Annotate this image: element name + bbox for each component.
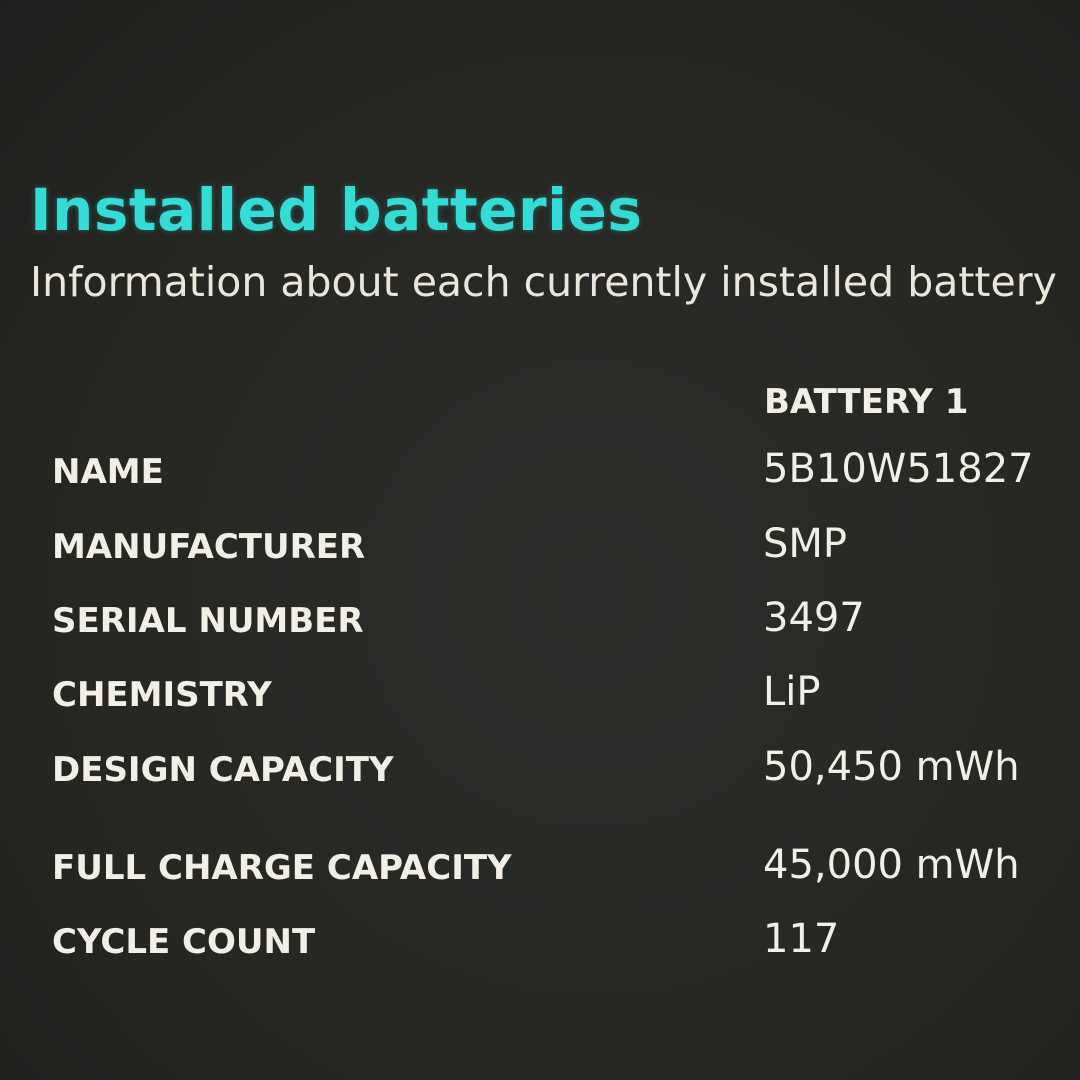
table-row-name: NAME 5B10W51827 (52, 446, 1052, 496)
row-value: SMP (763, 521, 848, 567)
table-row-design-capacity: DESIGN CAPACITY 50,450 mWh (52, 744, 1052, 794)
section-title: Installed batteries (30, 176, 643, 244)
table-row-full-charge-capacity: FULL CHARGE CAPACITY 45,000 mWh (52, 842, 1052, 892)
row-label: SERIAL NUMBER (52, 601, 364, 641)
row-value: 117 (763, 916, 840, 962)
row-label: FULL CHARGE CAPACITY (52, 848, 512, 888)
row-label: MANUFACTURER (52, 527, 366, 567)
table-row-chemistry: CHEMISTRY LiP (52, 669, 1052, 719)
row-value: 45,000 mWh (763, 842, 1020, 888)
row-label: CYCLE COUNT (52, 922, 316, 962)
row-value: 50,450 mWh (763, 744, 1020, 790)
row-label: CHEMISTRY (52, 675, 272, 715)
row-value: 5B10W51827 (763, 446, 1034, 492)
table-row-manufacturer: MANUFACTURER SMP (52, 521, 1052, 571)
battery-column-header: BATTERY 1 (764, 382, 969, 422)
section-subtitle: Information about each currently install… (30, 258, 1057, 306)
table-row-cycle-count: CYCLE COUNT 117 (52, 916, 1052, 966)
table-row-serial-number: SERIAL NUMBER 3497 (52, 595, 1052, 645)
row-value: LiP (763, 669, 821, 715)
row-label: DESIGN CAPACITY (52, 750, 394, 790)
row-label: NAME (52, 452, 164, 492)
row-value: 3497 (763, 595, 865, 641)
